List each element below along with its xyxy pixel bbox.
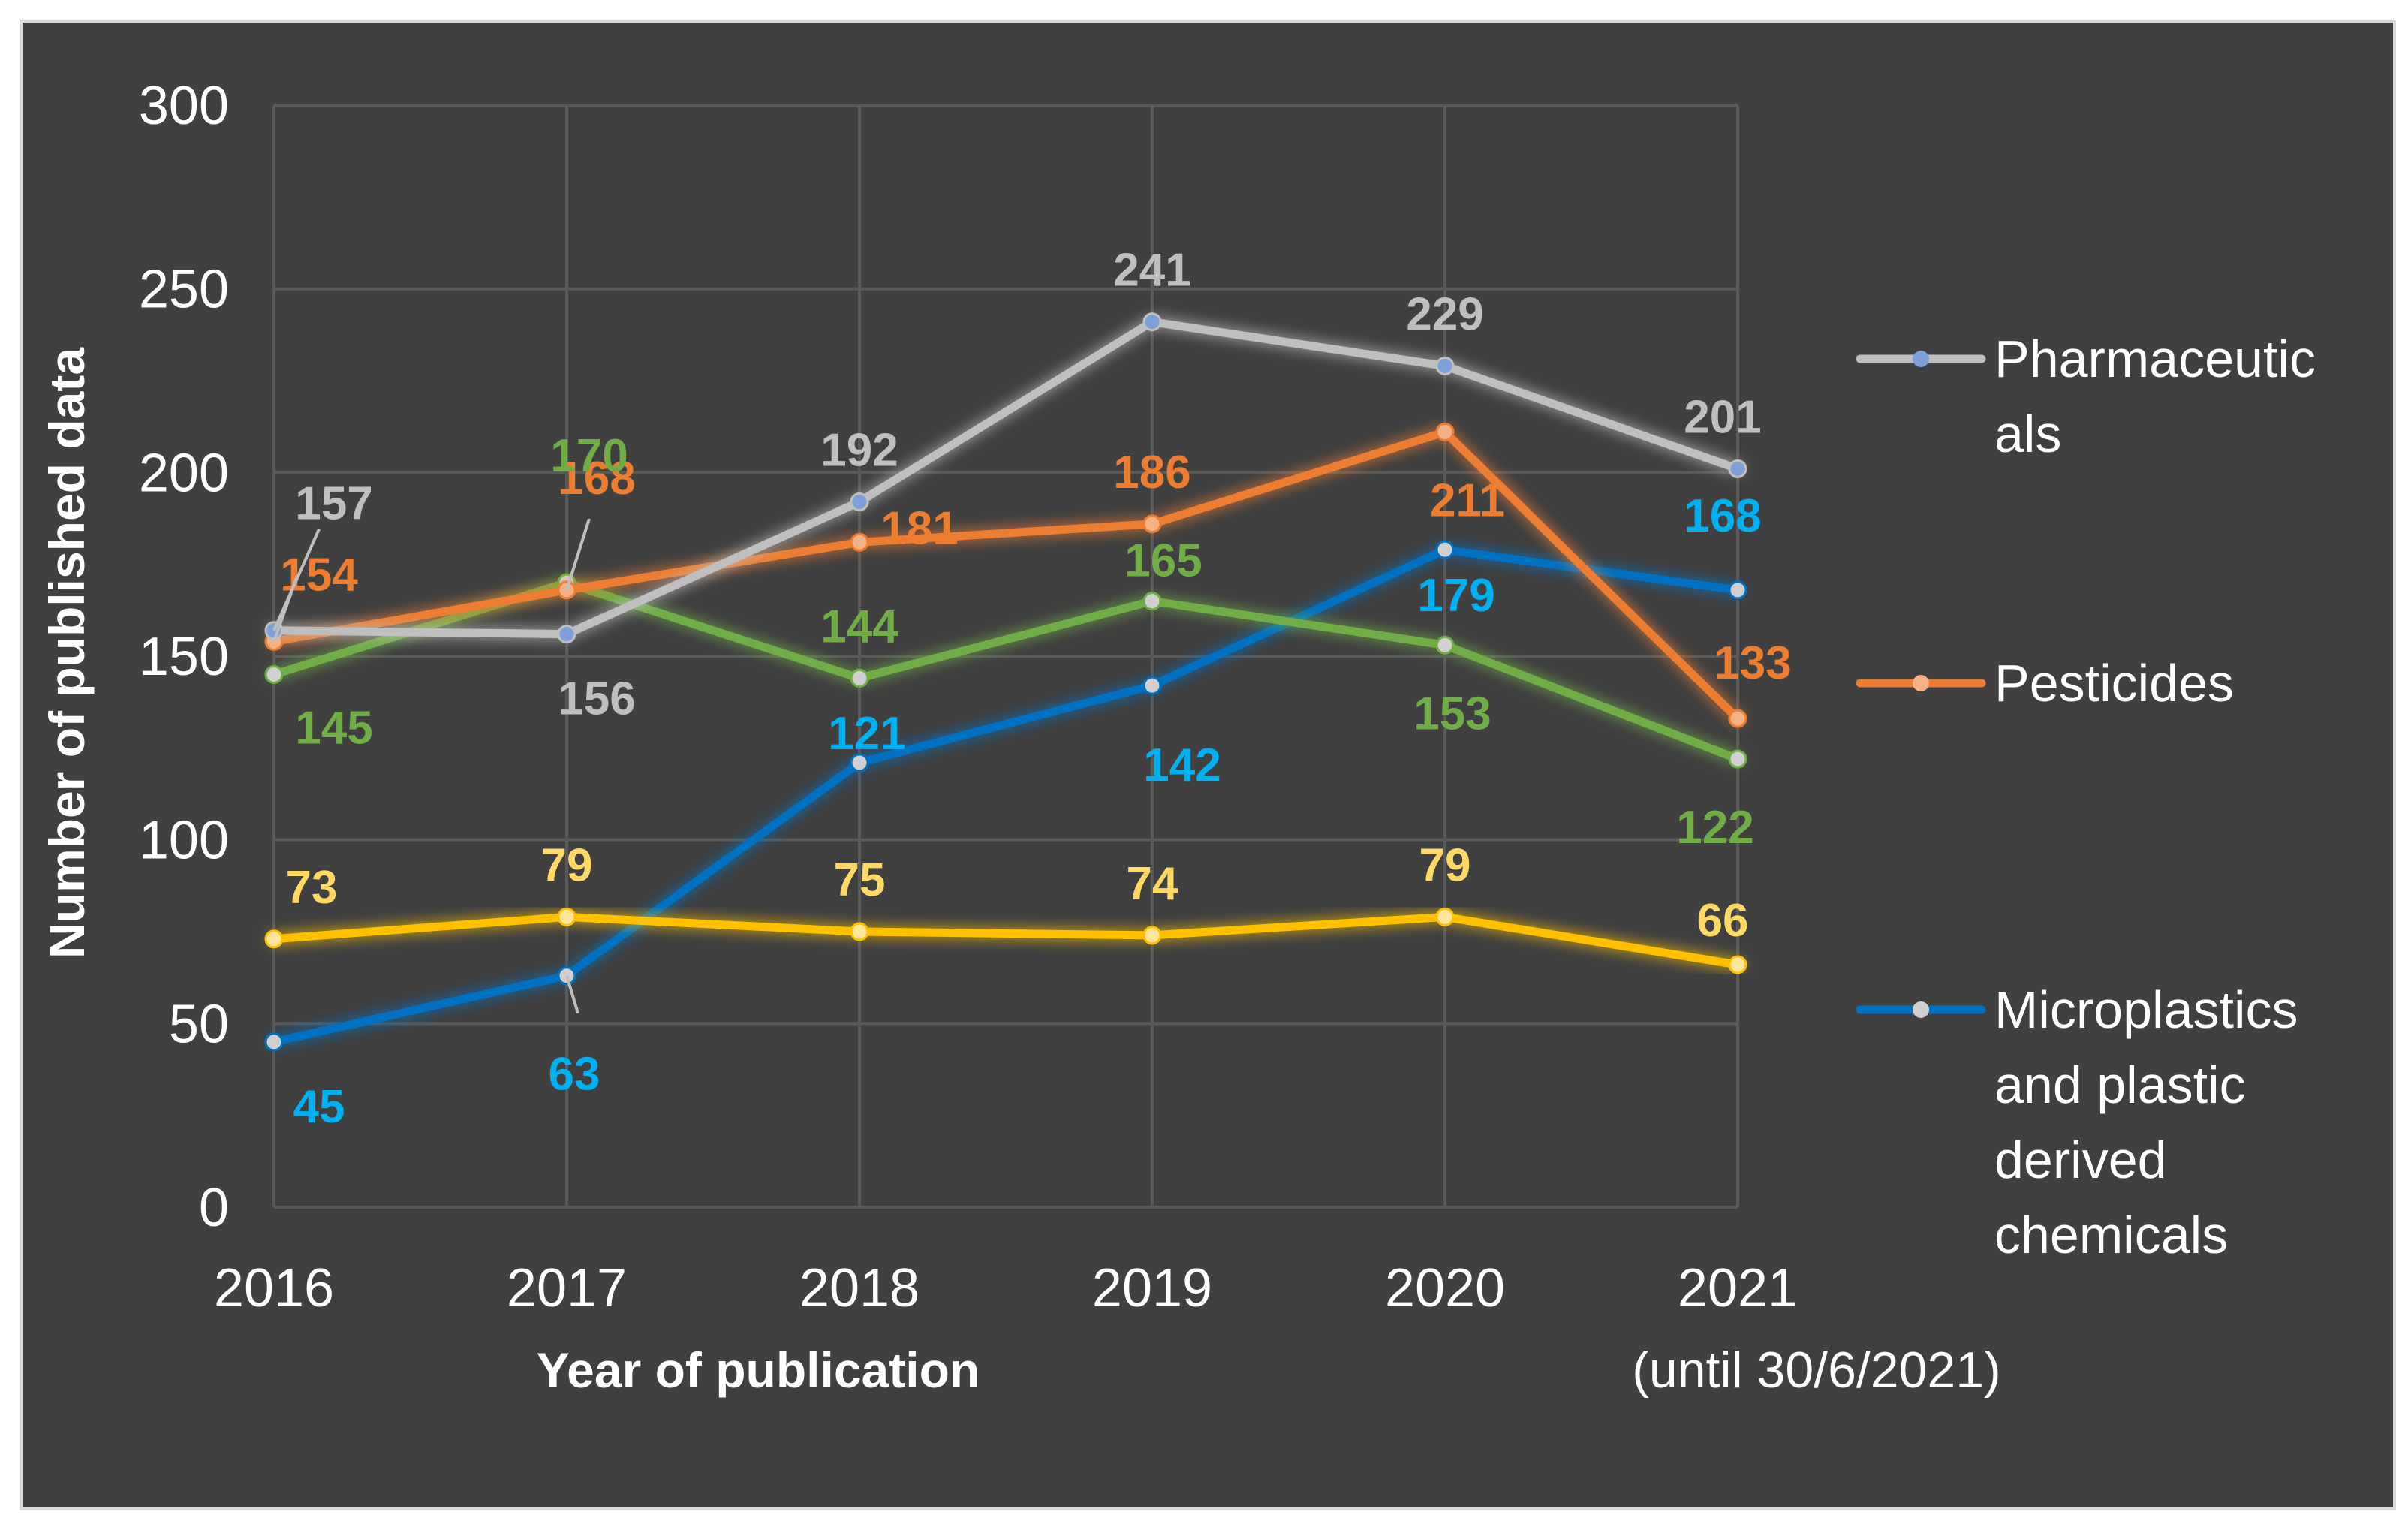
legend-label: Pharmaceutic (1994, 330, 2316, 388)
data-point (1142, 926, 1162, 945)
data-point (850, 668, 869, 688)
data-point (1728, 459, 1747, 478)
data-label: 153 (1413, 688, 1491, 739)
y-tick-label: 300 (139, 76, 229, 136)
data-label: 133 (1714, 637, 1791, 689)
data-point (1728, 749, 1747, 769)
gridlines (272, 104, 1739, 1209)
data-label: 63 (549, 1049, 600, 1101)
x-axis-category-note: (until 30/6/2021) (1632, 1342, 2000, 1399)
data-point (1435, 907, 1455, 926)
data-label: 145 (295, 702, 372, 754)
data-point (850, 753, 869, 773)
leader-line (272, 577, 298, 643)
legend-label: derived (1994, 1131, 2167, 1189)
legend-label: Pesticides (1994, 654, 2234, 712)
data-label: 186 (1113, 447, 1190, 498)
chart-frame (20, 20, 2396, 1510)
data-point (850, 532, 869, 552)
data-label: 142 (1143, 739, 1221, 791)
x-tick-label: 2021 (1678, 1258, 1798, 1318)
y-tick-label: 100 (139, 811, 229, 871)
data-label: 121 (828, 708, 905, 760)
data-point (264, 929, 284, 949)
x-tick-label: 2019 (1092, 1258, 1212, 1318)
data-label: 74 (1127, 858, 1178, 910)
series-line-5 (269, 912, 1742, 969)
x-axis-title: Year of publication (537, 1342, 980, 1398)
legend-label: chemicals (1994, 1206, 2228, 1264)
data-label: 168 (558, 453, 635, 504)
series-lines (264, 312, 1747, 1052)
y-axis-ticks: 0 50 100 150 200 250 300 (139, 76, 229, 1238)
data-label: 229 (1406, 288, 1483, 340)
y-tick-label: 50 (169, 994, 229, 1054)
data-point (1435, 356, 1455, 375)
y-tick-label: 150 (139, 627, 229, 687)
data-label: 79 (1419, 839, 1471, 891)
data-point (1142, 592, 1162, 611)
data-label: 157 (295, 478, 372, 530)
data-point (264, 664, 284, 684)
data-point (850, 492, 869, 511)
data-point (1142, 312, 1162, 332)
data-point (264, 1032, 284, 1052)
data-point (557, 625, 576, 644)
data-point (1435, 423, 1455, 442)
legend-marker (1913, 1001, 1929, 1018)
data-point (1728, 955, 1747, 974)
x-tick-label: 2020 (1385, 1258, 1505, 1318)
x-tick-label: 2018 (799, 1258, 920, 1318)
data-label: 168 (1684, 490, 1761, 542)
data-label: 165 (1124, 535, 1202, 587)
series-line-2 (269, 428, 1742, 723)
data-label: 154 (280, 549, 358, 601)
data-label: 211 (1430, 475, 1505, 527)
data-label: 170 (550, 430, 628, 482)
y-tick-label: 250 (139, 260, 229, 320)
data-point (1142, 514, 1162, 534)
legend-label: Microplastics (1994, 980, 2298, 1039)
data-point (1142, 676, 1162, 695)
x-axis-ticks: 2016 2017 2018 2019 2020 2021 (214, 1258, 1798, 1318)
data-point (1728, 580, 1747, 600)
legend-label: als (1994, 405, 2061, 463)
x-tick-label: 2016 (214, 1258, 334, 1318)
series-line-1 (269, 318, 1742, 639)
data-point (1728, 709, 1747, 728)
legend: Pharmaceutic als Pesticides Microplastics an… (1856, 330, 2316, 1264)
data-label: 201 (1684, 391, 1761, 443)
data-label: 45 (293, 1081, 345, 1133)
data-label: 144 (820, 601, 898, 652)
leader-line (565, 975, 579, 1014)
data-point (850, 922, 869, 941)
y-tick-label: 0 (199, 1178, 229, 1238)
data-label: 241 (1113, 245, 1190, 297)
x-tick-label: 2017 (507, 1258, 627, 1318)
legend-marker (1913, 351, 1929, 367)
leader-line (565, 518, 591, 591)
data-point (1435, 540, 1455, 559)
data-labels: 157 156 192 241 229 201 154 168 181 186 211 133 145 1… (272, 245, 1792, 1133)
series-line-3 (269, 578, 1742, 763)
y-axis-title: Number of published data (39, 347, 95, 959)
y-tick-label: 200 (139, 443, 229, 503)
data-label: 79 (541, 839, 593, 891)
data-label: 73 (286, 862, 338, 914)
legend-marker (1913, 675, 1929, 691)
data-label: 75 (834, 854, 886, 906)
data-label: 122 (1676, 802, 1753, 854)
data-label: 181 (880, 502, 958, 554)
legend-label: and plastic (1994, 1056, 2246, 1114)
data-point (557, 907, 576, 926)
series-line-4 (269, 545, 1742, 1047)
data-label: 156 (558, 673, 635, 725)
data-label: 192 (820, 424, 898, 476)
data-point (1435, 635, 1455, 655)
data-label: 66 (1697, 895, 1749, 947)
data-label: 179 (1417, 570, 1494, 622)
